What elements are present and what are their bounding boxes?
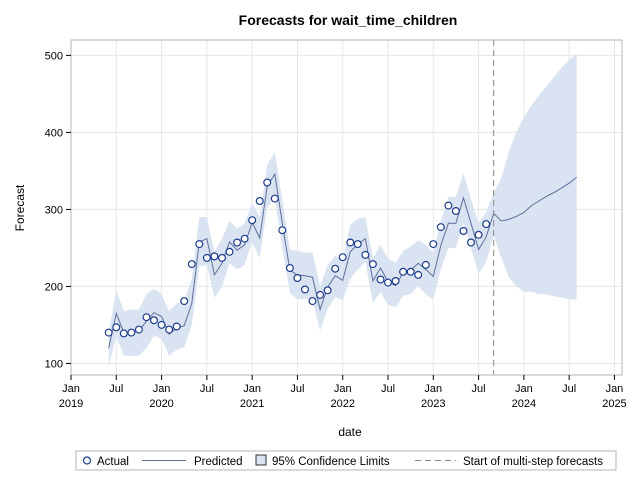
actual-point	[346, 238, 355, 247]
actual-point	[119, 329, 128, 338]
actual-point	[218, 253, 227, 262]
actual-point	[202, 253, 211, 262]
actual-point	[421, 260, 430, 269]
actual-point	[263, 178, 272, 187]
y-tick-label: 300	[45, 204, 63, 216]
actual-point	[391, 277, 400, 286]
actual-point	[134, 325, 143, 334]
plot-frame	[70, 39, 623, 376]
y-tick-label: 400	[45, 127, 63, 139]
x-tick-year-label: 2021	[240, 398, 264, 410]
actual-point	[482, 220, 491, 229]
actual-point	[451, 207, 460, 216]
x-tick-label: Jan	[334, 383, 352, 395]
legend-actual-marker	[82, 456, 92, 465]
actual-point	[293, 274, 302, 283]
actual-point	[195, 240, 204, 249]
legend-confidence-label: 95% Confidence Limits	[272, 456, 390, 468]
actual-point	[399, 267, 408, 276]
y-axis-label: Forecast	[13, 184, 27, 231]
actual-point	[278, 226, 287, 235]
actual-point	[331, 264, 340, 273]
actual-point	[467, 238, 476, 247]
actual-point	[233, 238, 242, 247]
x-tick-label: Jan	[243, 383, 261, 395]
actual-point	[414, 270, 423, 279]
actual-point	[384, 278, 393, 287]
confidence-band	[108, 53, 577, 366]
legend-actual-label: Actual	[97, 456, 129, 468]
legend-forecast-start-label: Start of multi-step forecasts	[463, 456, 603, 468]
x-tick-year-label: 2019	[59, 398, 83, 410]
x-tick-label: Jul	[290, 383, 304, 395]
actual-point	[406, 267, 415, 276]
x-tick-year-label: 2024	[512, 398, 536, 410]
actual-point	[127, 328, 136, 337]
x-tick-year-label: 2022	[330, 398, 354, 410]
actual-point	[255, 197, 264, 206]
actual-point	[142, 313, 151, 322]
legend-predicted-label: Predicted	[194, 456, 243, 468]
actual-point	[444, 201, 453, 210]
x-tick-year-label: 2023	[421, 398, 445, 410]
actual-point	[187, 260, 196, 269]
actual-point	[459, 227, 468, 236]
actual-point	[436, 223, 445, 232]
actual-point	[150, 316, 159, 325]
legend-confidence-swatch	[255, 454, 267, 466]
x-axis-label: date	[338, 425, 362, 439]
actual-point	[157, 320, 166, 329]
axes: 100 200 300 400 500 Jan 2019 Jul Jan 2020 Jul Jan 20…	[45, 39, 627, 410]
actual-point	[104, 328, 113, 337]
legend: Actual Predicted 95% Confidence Limits S…	[75, 450, 617, 471]
actual-point	[285, 264, 294, 273]
x-tick-label: Jul	[472, 383, 486, 395]
actual-point	[240, 234, 249, 243]
y-tick-label: 200	[45, 281, 63, 293]
actual-point	[316, 290, 325, 299]
x-tick-label: Jan	[424, 383, 442, 395]
actual-point	[338, 253, 347, 262]
actual-point	[429, 240, 438, 249]
x-tick-label: Jul	[109, 383, 123, 395]
x-tick-label: Jul	[200, 383, 214, 395]
x-tick-label: Jan	[515, 383, 533, 395]
actual-point	[301, 285, 310, 294]
actual-point	[112, 323, 121, 332]
actual-point	[270, 194, 279, 203]
plot-area	[70, 40, 622, 375]
x-tick-label: Jan	[62, 383, 80, 395]
actual-point	[210, 252, 219, 261]
actual-point	[474, 230, 483, 239]
x-tick-label: Jan	[153, 383, 171, 395]
x-tick-label: Jan	[606, 383, 624, 395]
actual-point	[248, 216, 257, 225]
actual-point	[308, 297, 317, 306]
actual-point	[172, 322, 181, 331]
x-tick-label: Jul	[562, 383, 576, 395]
actual-point	[376, 275, 385, 284]
actual-point	[353, 240, 362, 249]
x-tick-year-label: 2020	[149, 398, 173, 410]
actual-point	[361, 250, 370, 259]
x-tick-year-label: 2025	[602, 398, 626, 410]
chart-title: Forecasts for wait_time_children	[239, 12, 458, 28]
y-tick-label: 500	[45, 50, 63, 62]
y-tick-label: 100	[45, 358, 63, 370]
actual-point	[323, 286, 332, 295]
actual-point	[225, 247, 234, 256]
predicted-line	[108, 172, 578, 349]
actual-point	[368, 260, 377, 269]
legend-frame	[75, 450, 617, 471]
actual-point	[165, 325, 174, 334]
x-tick-label: Jul	[381, 383, 395, 395]
actual-point	[180, 297, 189, 306]
